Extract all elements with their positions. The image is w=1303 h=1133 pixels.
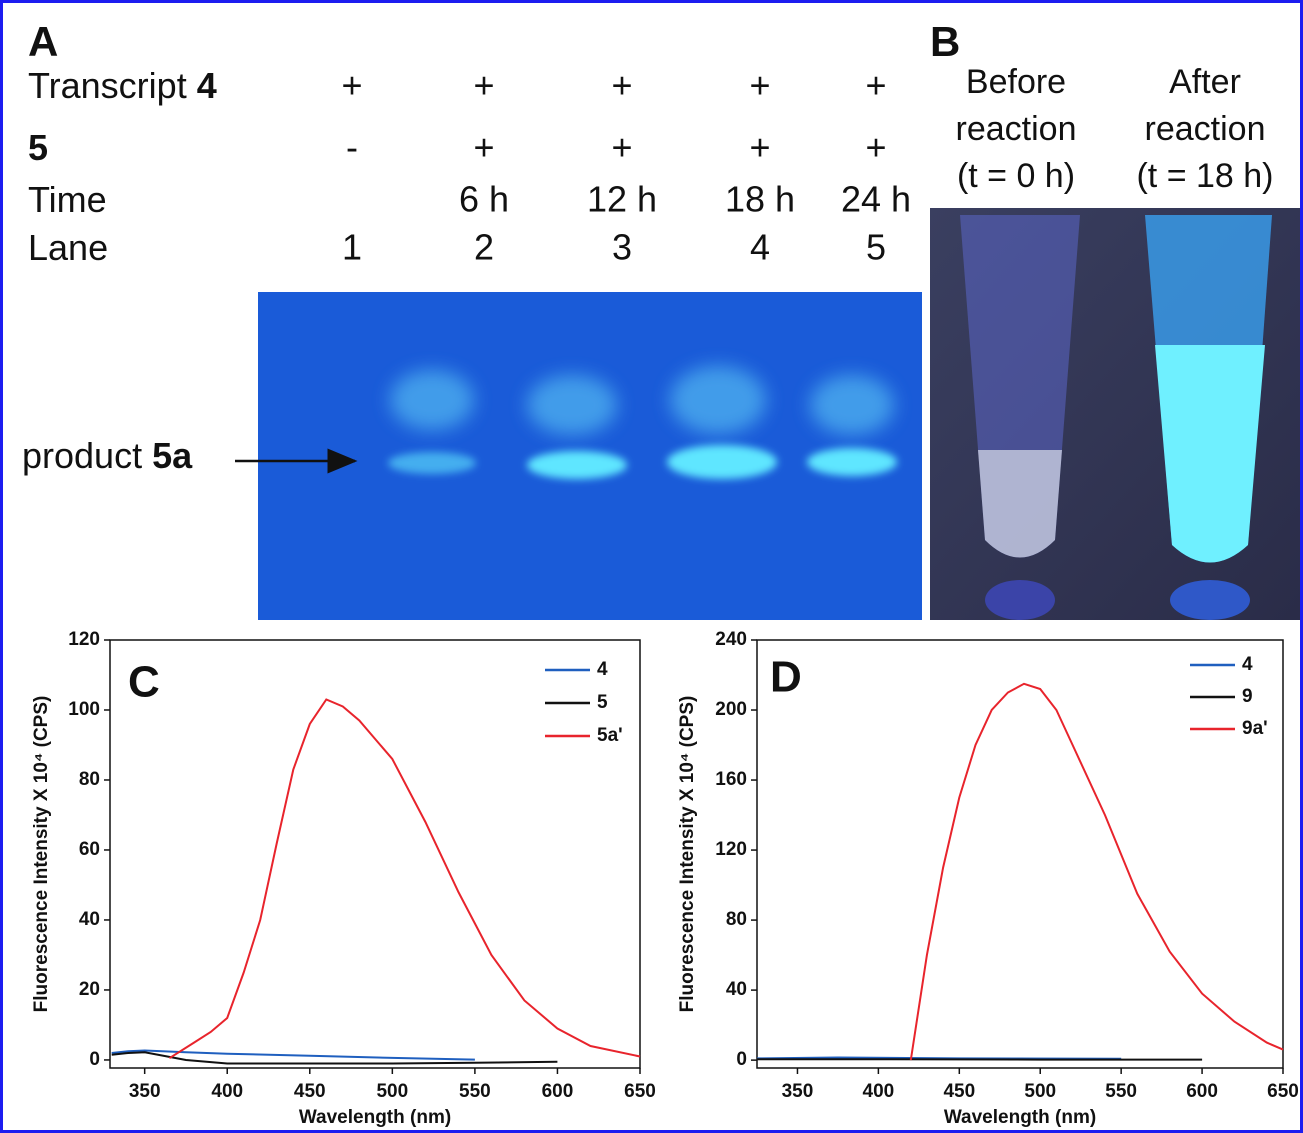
lane-cell: 18 h bbox=[725, 179, 795, 220]
x-tick-label: 650 bbox=[1267, 1081, 1299, 1102]
y-tick-label: 40 bbox=[79, 909, 100, 930]
lane-cell: 1 bbox=[342, 227, 362, 268]
row-label: 5 bbox=[28, 127, 48, 168]
photo-caption: reaction bbox=[1145, 110, 1266, 148]
legend-label: 9 bbox=[1242, 686, 1253, 707]
plot-frame bbox=[756, 639, 1284, 1069]
y-tick-label: 0 bbox=[89, 1049, 100, 1070]
lane-cell: + bbox=[749, 127, 770, 168]
panel-label: C bbox=[128, 658, 160, 707]
lane-cell: 3 bbox=[612, 227, 632, 268]
lane-cell: 4 bbox=[750, 227, 770, 268]
panel-label: B bbox=[930, 18, 960, 65]
y-tick-label: 240 bbox=[715, 629, 747, 650]
panel-label: A bbox=[28, 18, 58, 65]
lane-cell: 2 bbox=[474, 227, 494, 268]
row-label-id: 4 bbox=[197, 65, 217, 106]
lane-cell: + bbox=[473, 127, 494, 168]
legend-label: 5 bbox=[597, 692, 608, 713]
row-label-text: Lane bbox=[28, 227, 108, 268]
series-line bbox=[111, 1051, 558, 1065]
lane-cell: + bbox=[611, 65, 632, 106]
y-tick-label: 80 bbox=[79, 769, 100, 790]
lane-cell: + bbox=[341, 65, 362, 106]
y-tick-label: 200 bbox=[715, 699, 747, 720]
gel bbox=[235, 292, 922, 620]
legend-label: 9a' bbox=[1242, 718, 1268, 739]
x-tick-label: 450 bbox=[943, 1081, 975, 1102]
y-tick-label: 80 bbox=[726, 909, 747, 930]
photo-caption: Before bbox=[966, 63, 1066, 101]
y-tick-label: 40 bbox=[726, 979, 747, 1000]
x-tick-label: 550 bbox=[1105, 1081, 1137, 1102]
y-tick-label: 0 bbox=[736, 1049, 747, 1070]
photo-caption: reaction bbox=[956, 110, 1077, 148]
x-tick-label: 350 bbox=[782, 1081, 814, 1102]
y-tick-label: 20 bbox=[79, 979, 100, 1000]
row-label: Time bbox=[28, 179, 107, 220]
y-axis-label: Fluorescence Intensity X 10⁴ (CPS) bbox=[31, 696, 52, 1013]
x-tick-label: 600 bbox=[1186, 1081, 1218, 1102]
y-axis-label: Fluorescence Intensity X 10⁴ (CPS) bbox=[677, 696, 698, 1013]
x-tick-label: 450 bbox=[294, 1081, 326, 1102]
photo-caption: (t = 0 h) bbox=[957, 157, 1075, 195]
y-tick-label: 100 bbox=[68, 699, 100, 720]
photo bbox=[930, 208, 1300, 620]
series-line bbox=[756, 1056, 1122, 1060]
lane-cell: 5 bbox=[866, 227, 886, 268]
x-tick-label: 400 bbox=[863, 1081, 895, 1102]
lane-cell: + bbox=[865, 127, 886, 168]
y-tick-label: 120 bbox=[68, 629, 100, 650]
x-tick-label: 600 bbox=[542, 1081, 574, 1102]
lane-cell: 24 h bbox=[841, 179, 911, 220]
legend-label: 4 bbox=[597, 659, 608, 680]
x-tick-label: 350 bbox=[129, 1081, 161, 1102]
lane-cell: + bbox=[611, 127, 632, 168]
x-tick-label: 500 bbox=[1024, 1081, 1056, 1102]
product-label: product 5a bbox=[22, 435, 193, 476]
lane-cell: 12 h bbox=[587, 179, 657, 220]
lane-cell: + bbox=[473, 65, 494, 106]
product-id: 5a bbox=[152, 435, 193, 476]
row-label-text: Transcript bbox=[28, 65, 187, 106]
x-tick-label: 650 bbox=[624, 1081, 656, 1102]
x-axis-label: Wavelength (nm) bbox=[299, 1107, 451, 1128]
y-tick-label: 120 bbox=[715, 839, 747, 860]
y-tick-label: 60 bbox=[79, 839, 100, 860]
row-label: Lane bbox=[28, 227, 108, 268]
x-tick-label: 400 bbox=[211, 1081, 243, 1102]
x-tick-label: 500 bbox=[376, 1081, 408, 1102]
x-axis-label: Wavelength (nm) bbox=[944, 1107, 1096, 1128]
row-label: Transcript 4 bbox=[28, 65, 217, 106]
row-label-text: Time bbox=[28, 179, 107, 220]
x-tick-label: 550 bbox=[459, 1081, 491, 1102]
lane-cell: 6 h bbox=[459, 179, 509, 220]
lane-cell: + bbox=[749, 65, 770, 106]
product-text: product bbox=[22, 435, 142, 476]
series-line bbox=[168, 698, 641, 1060]
legend-label: 4 bbox=[1242, 654, 1253, 675]
photo-caption: (t = 18 h) bbox=[1136, 157, 1273, 195]
y-tick-label: 160 bbox=[715, 769, 747, 790]
photo-caption: After bbox=[1169, 63, 1241, 101]
panel-label: D bbox=[770, 653, 802, 702]
lane-cell: + bbox=[865, 65, 886, 106]
series-line bbox=[111, 1049, 475, 1061]
series-line bbox=[909, 682, 1284, 1061]
legend-label: 5a' bbox=[597, 725, 623, 746]
plot-frame bbox=[109, 639, 641, 1069]
row-label-id: 5 bbox=[28, 127, 48, 168]
lane-cell: - bbox=[346, 127, 358, 168]
